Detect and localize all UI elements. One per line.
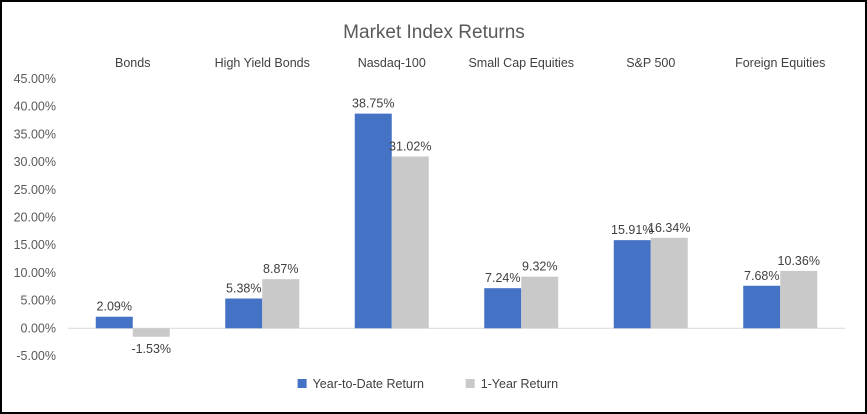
bar-ytd <box>354 113 392 329</box>
y-tick-label: 40.00% <box>14 100 56 114</box>
bar-ytd <box>484 288 522 329</box>
data-label: 9.32% <box>522 260 557 274</box>
y-tick-label: 20.00% <box>14 211 56 225</box>
bar-ytd <box>613 240 651 329</box>
bar-1yr <box>650 237 688 329</box>
category-label: Bonds <box>115 56 150 70</box>
y-tick-label: 10.00% <box>14 266 56 280</box>
category-label: Small Cap Equities <box>468 56 574 70</box>
legend-label: 1-Year Return <box>481 377 558 391</box>
data-label: 5.38% <box>226 281 261 295</box>
y-tick-label: -5.00% <box>16 349 56 363</box>
data-label: 8.87% <box>263 262 298 276</box>
y-tick-label: 45.00% <box>14 72 56 86</box>
bars <box>95 113 818 337</box>
data-label: 2.09% <box>97 300 132 314</box>
y-tick-label: 0.00% <box>21 321 56 335</box>
category-label: Foreign Equities <box>735 56 825 70</box>
category-label: High Yield Bonds <box>215 56 310 70</box>
data-label: 31.02% <box>389 139 431 153</box>
y-tick-label: 15.00% <box>14 238 56 252</box>
category-labels: Bonds High Yield Bonds Nasdaq-100 Small Cap… <box>115 56 825 70</box>
data-label: 10.36% <box>778 254 820 268</box>
legend-swatch <box>297 379 307 388</box>
y-tick-label: 35.00% <box>14 127 56 141</box>
data-label: -1.53% <box>131 342 171 356</box>
data-label: 38.75% <box>352 97 394 111</box>
y-tick-label: 30.00% <box>14 155 56 169</box>
bar-ytd <box>95 316 133 329</box>
bar-ytd <box>225 298 263 329</box>
data-labels: 2.09% -1.53% 5.38%8.87% 38.75% 31.02% 7.24%9.… <box>97 97 820 356</box>
y-tick-label: 25.00% <box>14 183 56 197</box>
bar-1yr <box>262 279 300 329</box>
bar-1yr <box>521 276 559 329</box>
category-label: Nasdaq-100 <box>358 56 426 70</box>
bar-1yr <box>780 270 818 329</box>
category-label: S&P 500 <box>626 56 675 70</box>
bar-1yr <box>132 328 170 337</box>
chart-title: Market Index Returns <box>343 22 525 43</box>
y-axis: -5.00% 0.00% 5.00% 10.00% 15.00% 20.00% 25.00%… <box>14 72 56 363</box>
bar-ytd <box>743 285 781 329</box>
data-label: 7.68% <box>744 269 779 283</box>
data-label: 16.34% <box>648 221 690 235</box>
legend-swatch <box>465 379 475 388</box>
data-label: 7.24% <box>485 271 520 285</box>
legend: Year-to-Date Return 1-Year Return <box>297 377 558 391</box>
legend-label: Year-to-Date Return <box>313 377 424 391</box>
data-label: 15.91% <box>611 223 653 237</box>
bar-1yr <box>391 156 429 329</box>
y-tick-label: 5.00% <box>21 294 56 308</box>
